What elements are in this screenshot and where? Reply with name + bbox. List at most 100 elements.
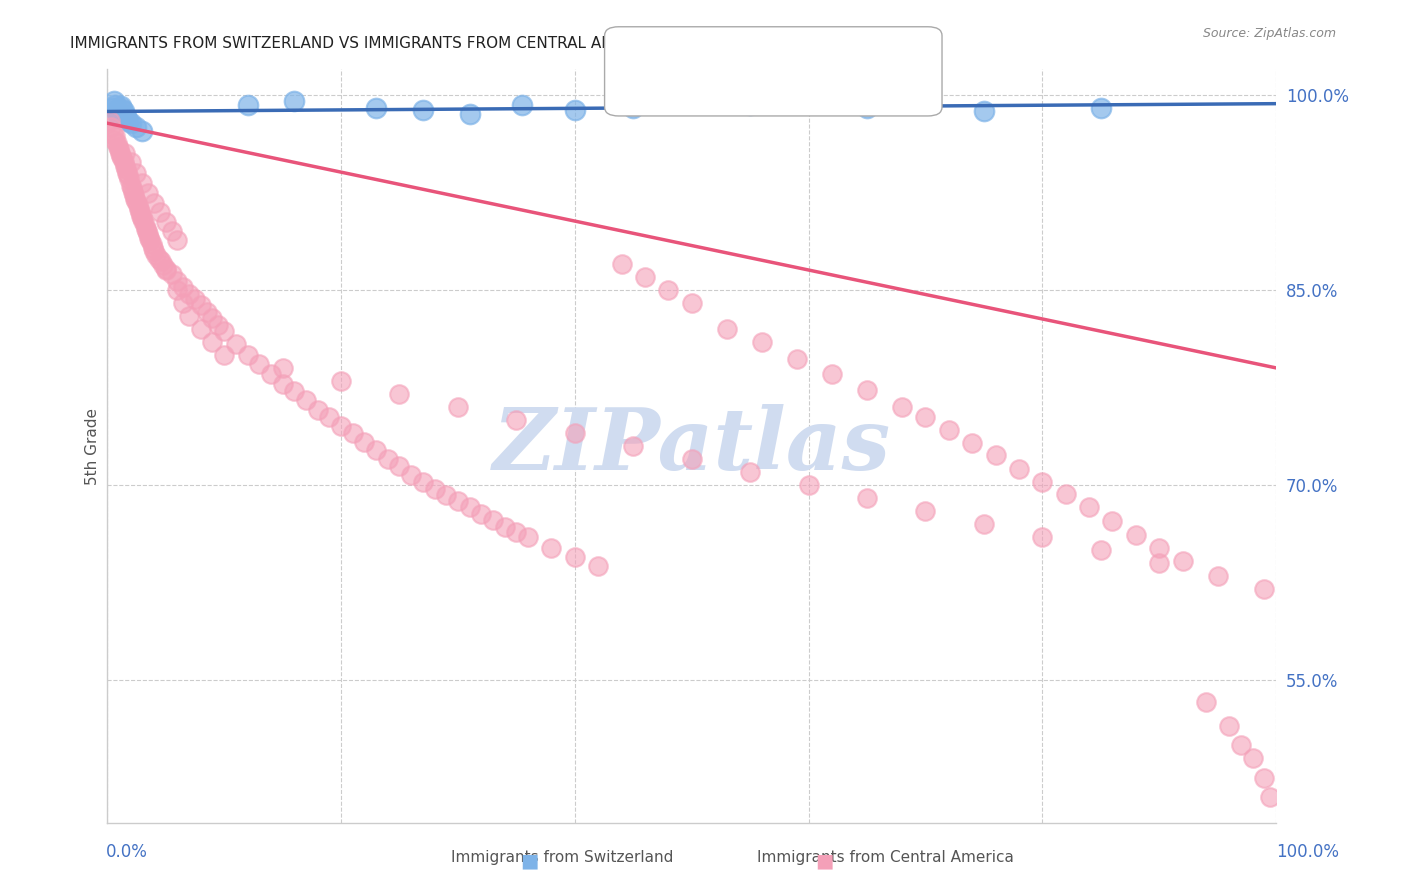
Point (1147, 541, 1170, 555)
Point (212, 348, 235, 362)
Point (505, 524, 527, 539)
Point (201, 334, 224, 349)
Point (447, 493, 470, 508)
Point (610, 257, 633, 271)
Point (143, 244, 166, 258)
Point (155, 215, 177, 229)
Point (295, 393, 318, 408)
Point (960, 436, 983, 450)
Y-axis label: 5th Grade: 5th Grade (86, 408, 100, 484)
Point (1008, 462, 1031, 476)
Point (307, 402, 329, 417)
Point (121, 181, 143, 195)
Point (184, 292, 207, 306)
Point (786, 351, 808, 366)
Point (797, 478, 820, 492)
Text: ■: ■ (520, 851, 538, 871)
Point (166, 233, 188, 247)
Point (657, 283, 679, 297)
Point (505, 413, 527, 427)
Point (377, 452, 399, 467)
Point (108, 142, 131, 156)
Point (1195, 695, 1218, 709)
Point (247, 357, 270, 371)
Point (342, 425, 364, 440)
Point (330, 374, 353, 388)
Text: 100.0%: 100.0% (1277, 843, 1339, 861)
Point (564, 425, 586, 440)
Point (458, 107, 481, 121)
Point (271, 376, 294, 391)
Point (131, 176, 153, 190)
Point (973, 104, 995, 119)
Point (973, 517, 995, 532)
Point (125, 166, 148, 180)
Point (190, 298, 212, 312)
Text: ■: ■ (815, 851, 834, 871)
Point (1241, 751, 1264, 765)
Point (891, 400, 914, 414)
Point (388, 387, 411, 401)
Point (132, 214, 155, 228)
Text: Immigrants from Central America: Immigrants from Central America (758, 850, 1014, 865)
Point (470, 507, 492, 521)
Point (100, 120, 122, 134)
Point (914, 410, 936, 425)
Point (353, 435, 375, 450)
Point (107, 139, 129, 153)
Point (482, 513, 505, 527)
Point (458, 500, 481, 515)
Point (716, 322, 738, 336)
Point (201, 311, 224, 326)
Text: Immigrants from Switzerland: Immigrants from Switzerland (451, 850, 673, 865)
Point (98, 113, 121, 128)
Point (131, 124, 153, 138)
Point (225, 337, 247, 351)
Point (177, 286, 200, 301)
Point (110, 99, 132, 113)
Point (142, 241, 165, 255)
Text: IMMIGRANTS FROM SWITZERLAND VS IMMIGRANTS FROM CENTRAL AMERICA 5TH GRADE CORRELA: IMMIGRANTS FROM SWITZERLAND VS IMMIGRANT… (70, 36, 924, 51)
Point (131, 211, 153, 226)
Point (149, 204, 172, 219)
Point (127, 198, 149, 212)
Point (1206, 569, 1229, 583)
Point (166, 283, 188, 297)
Point (107, 107, 129, 121)
Point (283, 384, 305, 399)
Point (1253, 582, 1275, 597)
Point (122, 187, 145, 202)
Point (141, 237, 163, 252)
Point (434, 488, 457, 502)
Point (283, 94, 305, 108)
Point (138, 231, 160, 245)
Point (177, 309, 200, 323)
Point (125, 194, 148, 209)
Point (108, 105, 131, 120)
Point (190, 322, 212, 336)
Point (143, 195, 166, 210)
Point (120, 155, 142, 169)
Point (447, 400, 470, 414)
Point (111, 152, 134, 166)
Point (117, 168, 139, 182)
Point (564, 549, 586, 564)
Point (150, 254, 173, 268)
Point (114, 159, 136, 173)
Text: 0.0%: 0.0% (105, 843, 148, 861)
Point (681, 295, 703, 310)
Point (118, 172, 141, 186)
Point (1171, 553, 1194, 567)
Point (412, 475, 434, 490)
Point (136, 227, 159, 241)
Point (195, 305, 218, 319)
Point (148, 252, 170, 266)
Point (139, 233, 162, 247)
Point (114, 108, 136, 122)
Point (103, 94, 125, 108)
Point (1090, 543, 1112, 558)
Point (155, 262, 177, 277)
Point (271, 360, 294, 375)
Point (101, 101, 124, 115)
Point (494, 519, 516, 533)
